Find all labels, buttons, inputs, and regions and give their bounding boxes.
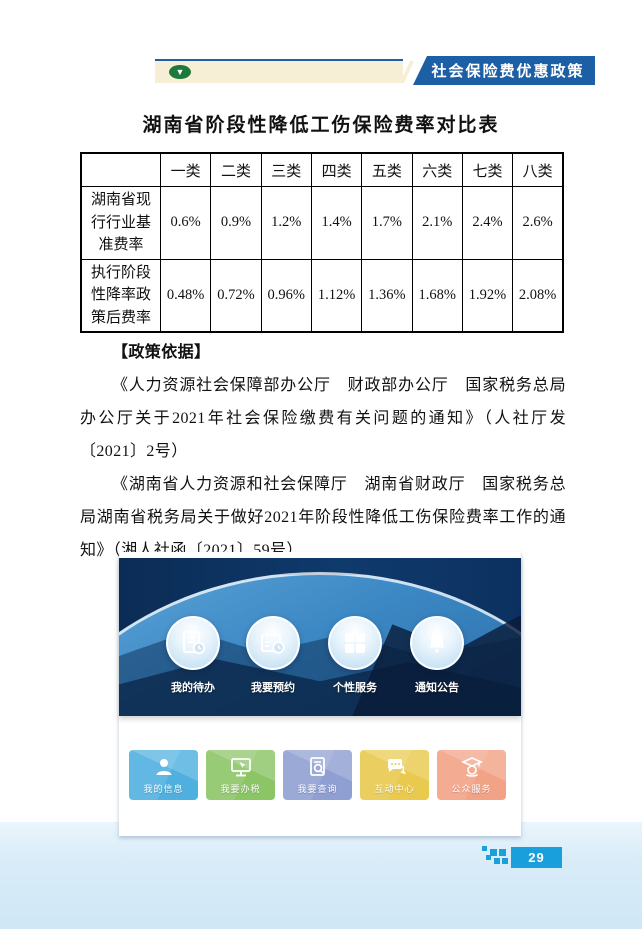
column-header: 五类: [361, 152, 413, 187]
bell-icon: [429, 633, 445, 653]
table-row: 湖南省现行行业基准费率 0.6% 0.9% 1.2% 1.4% 1.7% 2.1…: [80, 186, 564, 260]
portal-nav-notices: 通知公告: [401, 616, 473, 695]
section-banner-label: 社会保险费优惠政策: [431, 64, 585, 80]
corner-cell: [80, 152, 161, 187]
row-header: 执行阶段性降率政策后费率: [80, 258, 161, 333]
table-row: 执行阶段性降率政策后费率 0.48% 0.72% 0.96% 1.12% 1.3…: [80, 258, 564, 333]
tile-query: 我要查询: [283, 750, 352, 800]
portal-nav-label: 我的待办: [171, 682, 215, 694]
document-search-icon: [309, 757, 325, 776]
chat-bubbles-icon: [387, 759, 406, 775]
rate-cell: 1.7%: [361, 186, 413, 260]
column-header: 三类: [260, 152, 312, 187]
rate-cell: 1.2%: [260, 186, 312, 260]
portal-nav-label: 个性服务: [333, 682, 377, 694]
rate-cell: 2.4%: [461, 186, 514, 260]
column-header: 八类: [512, 152, 564, 187]
rate-cell: 2.08%: [512, 258, 564, 333]
person-icon: [156, 759, 171, 775]
portal-banner-photo: 我的待办 我要预约: [119, 558, 521, 716]
tile-public-service: 公众服务: [437, 750, 506, 800]
rate-cell: 0.96%: [260, 258, 312, 333]
rate-cell: 1.68%: [411, 258, 463, 333]
rate-cell: 1.92%: [461, 258, 514, 333]
rate-cell: 0.6%: [159, 186, 212, 260]
policy-paragraph: 《人力资源社会保障部办公厅 财政部办公厅 国家税务总局办公厅关于2021年社会保…: [80, 377, 566, 460]
rate-cell: 0.9%: [210, 186, 262, 260]
grid-icon: [345, 633, 365, 653]
policy-basis-heading: 【政策依据】: [112, 344, 211, 361]
tile-my-info: 我的信息: [129, 750, 198, 800]
etax-portal-figure: 我的待办 我要预约: [119, 552, 521, 836]
tile-interaction: 互动中心: [360, 750, 429, 800]
rate-cell: 2.1%: [411, 186, 463, 260]
tile-do-tax: 我要办税: [206, 750, 275, 800]
portal-nav-services: 个性服务: [319, 616, 391, 695]
rate-cell: 1.36%: [361, 258, 413, 333]
column-header: 二类: [210, 152, 262, 187]
column-header: 六类: [411, 152, 463, 187]
calendar-clock-icon: [261, 632, 285, 654]
column-header: 一类: [159, 152, 212, 187]
column-header: 七类: [461, 152, 514, 187]
section-banner: 社会保险费优惠政策: [413, 56, 595, 85]
rate-cell: 0.48%: [159, 258, 212, 333]
rates-table: 一类 二类 三类 四类 五类 六类 七类 八类 湖南省现行行业基准费率 0.6%…: [80, 152, 564, 333]
table-header-row: 一类 二类 三类 四类 五类 六类 七类 八类: [80, 152, 564, 187]
column-header: 四类: [310, 152, 363, 187]
tile-label: 我要办税: [220, 784, 261, 794]
rate-cell: 2.6%: [512, 186, 564, 260]
portal-nav-appointment: 我要预约: [237, 616, 309, 695]
rate-cell: 0.72%: [210, 258, 262, 333]
todo-document-clock-icon: [183, 631, 206, 655]
portal-nav-label: 我要预约: [251, 682, 295, 694]
running-header-bar: ▼: [155, 59, 403, 83]
pixel-mosaic-decoration: [482, 845, 510, 867]
rate-cell: 1.4%: [310, 186, 363, 260]
portal-nav-mytodo: 我的待办: [157, 616, 229, 695]
tile-label: 互动中心: [374, 784, 415, 794]
page-bottom-margin: [0, 822, 642, 929]
monitor-cursor-icon: [230, 758, 251, 777]
policy-basis-section: 【政策依据】 《人力资源社会保障部办公厅 财政部办公厅 国家税务总局办公厅关于2…: [80, 336, 566, 567]
leaf-down-icon: ▼: [169, 65, 191, 79]
tile-label: 我要查询: [297, 784, 338, 794]
rate-cell: 1.12%: [310, 258, 363, 333]
tile-label: 我的信息: [143, 784, 184, 794]
page-title: 湖南省阶段性降低工伤保险费率对比表: [142, 115, 500, 136]
row-header: 湖南省现行行业基准费率: [80, 186, 161, 260]
portal-nav-label: 通知公告: [415, 682, 459, 694]
page-number-badge: 29: [511, 847, 562, 868]
graduate-icon: [460, 757, 483, 777]
tile-label: 公众服务: [451, 784, 492, 794]
